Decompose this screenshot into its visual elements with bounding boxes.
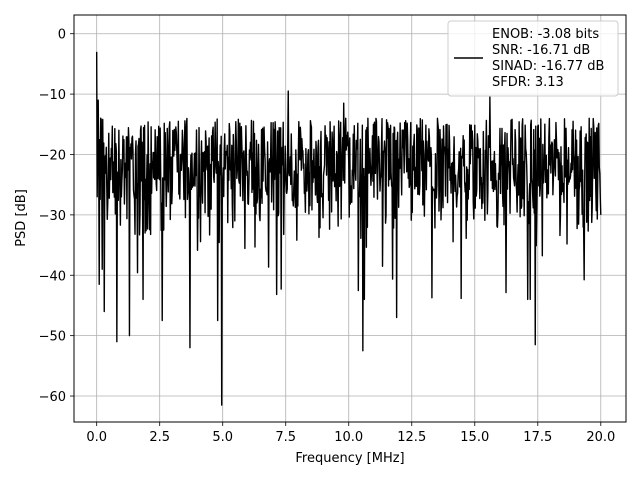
y-tick-label: 0 (58, 28, 66, 43)
plot-frame (73, 14, 627, 423)
legend: ENOB: -3.08 bits SNR: -16.71 dB SINAD: -… (447, 20, 619, 97)
x-tick-label: 0.0 (86, 430, 107, 445)
legend-sfdr: SFDR: 3.13 (492, 75, 564, 90)
y-tick-label: −60 (39, 390, 66, 405)
x-tick-label: 10.0 (334, 430, 363, 445)
y-tick-label: −30 (39, 209, 66, 224)
x-tick-label: 5.0 (212, 430, 233, 445)
y-tick-label: −10 (39, 88, 66, 103)
x-tick-label: 20.0 (586, 430, 615, 445)
x-tick-label: 7.5 (275, 430, 296, 445)
y-axis-label: PSD [dB] (14, 189, 29, 247)
y-axis-ticks: 0 −10 −20 −30 −40 −50 −60 (39, 28, 74, 405)
legend-snr: SNR: -16.71 dB (492, 43, 590, 58)
x-tick-label: 17.5 (523, 430, 552, 445)
x-tick-label: 12.5 (397, 430, 426, 445)
x-tick-label: 2.5 (149, 430, 170, 445)
x-axis-label: Frequency [MHz] (295, 451, 404, 466)
legend-enob: ENOB: -3.08 bits (492, 27, 599, 42)
psd-trace (95, 51, 602, 406)
y-tick-label: −50 (39, 330, 66, 345)
x-axis-ticks: 0.0 2.5 5.0 7.5 10.0 12.5 15.0 17.5 20.0 (86, 422, 615, 445)
psd-series-line (95, 51, 602, 406)
legend-sinad: SINAD: -16.77 dB (492, 59, 604, 74)
x-tick-label: 15.0 (460, 430, 489, 445)
y-tick-label: −40 (39, 269, 66, 284)
legend-box (447, 20, 619, 97)
y-tick-label: −20 (39, 148, 66, 163)
